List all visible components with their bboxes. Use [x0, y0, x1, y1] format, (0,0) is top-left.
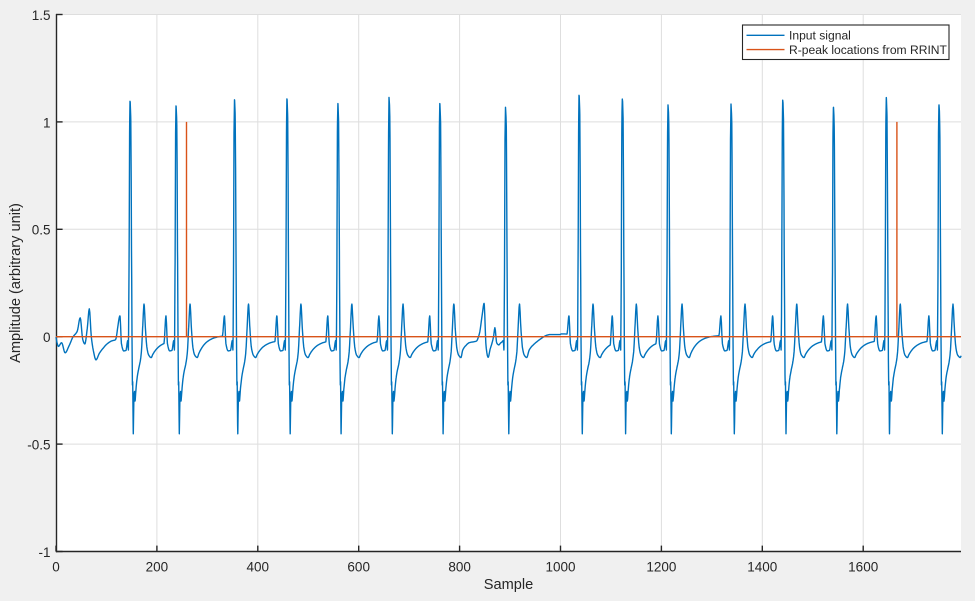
svg-text:R-peak locations from RRINT: R-peak locations from RRINT	[789, 43, 948, 57]
svg-text:1.5: 1.5	[32, 8, 51, 23]
svg-text:1200: 1200	[646, 560, 676, 575]
svg-text:Amplitude (arbitrary unit): Amplitude (arbitrary unit)	[8, 203, 24, 363]
svg-text:1000: 1000	[545, 560, 575, 575]
svg-text:200: 200	[146, 560, 169, 575]
svg-text:400: 400	[247, 560, 270, 575]
svg-text:Input signal: Input signal	[789, 29, 851, 43]
svg-text:600: 600	[347, 560, 370, 575]
svg-text:-1: -1	[38, 545, 50, 560]
svg-text:0: 0	[52, 560, 60, 575]
svg-text:1: 1	[43, 115, 51, 130]
svg-text:0: 0	[43, 330, 51, 345]
svg-text:1600: 1600	[848, 560, 878, 575]
svg-text:0.5: 0.5	[32, 223, 51, 238]
svg-text:800: 800	[448, 560, 471, 575]
svg-text:Sample: Sample	[484, 577, 533, 593]
svg-text:-0.5: -0.5	[27, 438, 50, 453]
svg-text:1400: 1400	[747, 560, 777, 575]
